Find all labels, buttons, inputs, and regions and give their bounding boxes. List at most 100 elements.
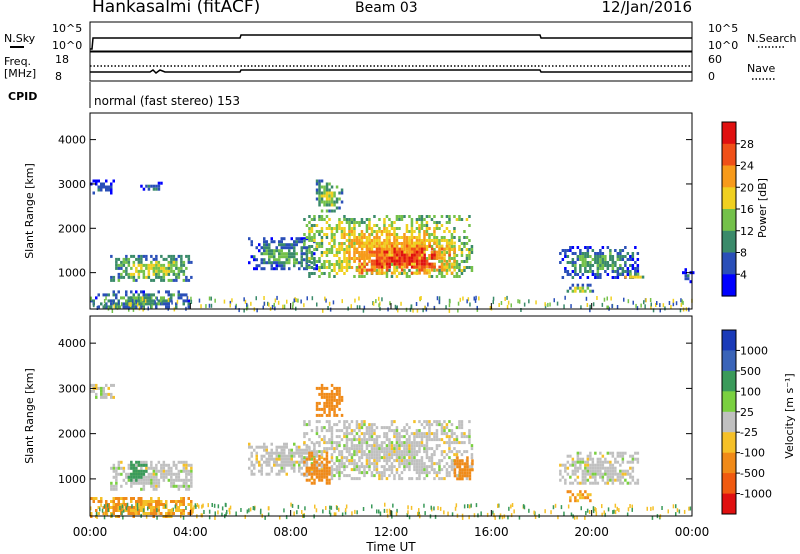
- ground-scatter-cell: [234, 305, 237, 310]
- data-cell: [323, 407, 326, 411]
- data-cell: [348, 218, 351, 221]
- data-cell: [328, 407, 331, 411]
- data-cell: [390, 256, 394, 260]
- data-cell: [283, 255, 286, 259]
- data-cell: [345, 266, 349, 269]
- data-cell: [368, 239, 371, 242]
- ground-scatter-cell: [424, 511, 426, 516]
- data-cell: [117, 290, 120, 294]
- data-cell: [388, 265, 391, 269]
- data-cell: [320, 407, 324, 411]
- data-cell: [413, 465, 416, 469]
- data-cell: [415, 253, 419, 257]
- data-cell: [358, 450, 361, 454]
- data-cell: [315, 179, 319, 183]
- data-cell: [566, 454, 570, 458]
- ground-scatter-cell: [563, 304, 565, 309]
- data-cell: [325, 203, 329, 207]
- data-cell: [596, 466, 600, 470]
- data-cell: [415, 227, 419, 230]
- data-cell: [348, 236, 351, 239]
- data-cell: [288, 463, 291, 467]
- data-cell: [569, 249, 572, 252]
- data-cell: [365, 256, 369, 260]
- data-cell: [323, 194, 326, 198]
- data-cell: [636, 272, 640, 276]
- ground-scatter-cell: [116, 305, 119, 310]
- data-cell: [157, 478, 161, 482]
- data-cell: [275, 246, 278, 250]
- data-cell: [428, 257, 431, 260]
- ground-scatter-cell: [238, 308, 240, 313]
- data-cell: [320, 245, 324, 248]
- data-cell: [283, 454, 286, 458]
- data-cell: [260, 252, 263, 256]
- data-cell: [177, 266, 181, 270]
- data-cell: [564, 463, 567, 467]
- data-cell: [418, 218, 421, 221]
- data-cell: [611, 261, 615, 264]
- data-cell: [614, 270, 617, 273]
- data-cell: [348, 432, 351, 436]
- data-cell: [308, 264, 311, 268]
- data-cell: [609, 478, 612, 482]
- data-cell: [285, 246, 288, 250]
- data-cell: [305, 246, 308, 250]
- data-cell: [355, 420, 359, 424]
- data-cell: [258, 463, 261, 467]
- data-cell: [330, 236, 334, 239]
- data-cell: [425, 257, 429, 260]
- data-cell: [125, 472, 128, 476]
- ground-scatter-cell: [341, 512, 344, 517]
- data-cell: [403, 468, 406, 472]
- data-cell: [330, 477, 334, 481]
- ground-scatter-cell: [554, 503, 557, 508]
- data-cell: [624, 478, 627, 482]
- ground-scatter-cell: [273, 302, 275, 307]
- data-cell: [619, 252, 622, 255]
- data-cell: [338, 398, 341, 402]
- ground-scatter-cell: [240, 508, 242, 512]
- data-cell: [157, 260, 161, 264]
- data-cell: [443, 230, 446, 233]
- data-cell: [190, 275, 193, 279]
- data-cell: [130, 475, 133, 479]
- data-cell: [313, 272, 316, 275]
- data-cell: [634, 267, 637, 270]
- data-cell: [445, 215, 449, 218]
- data-cell: [418, 250, 421, 254]
- data-cell: [368, 241, 371, 245]
- data-cell: [403, 465, 406, 469]
- data-cell: [586, 264, 590, 267]
- data-cell: [413, 432, 416, 436]
- data-cell: [619, 255, 622, 258]
- data-cell: [420, 471, 424, 475]
- data-cell: [325, 463, 329, 467]
- data-cell: [410, 265, 414, 269]
- data-cell: [435, 444, 439, 448]
- data-cell: [616, 454, 620, 458]
- data-cell: [455, 263, 459, 266]
- data-cell: [393, 233, 396, 236]
- data-cell: [611, 267, 615, 270]
- data-cell: [328, 182, 331, 186]
- data-cell: [586, 261, 590, 264]
- data-cell: [634, 272, 637, 276]
- data-cell: [248, 237, 251, 241]
- data-cell: [127, 466, 131, 470]
- data-cell: [609, 466, 612, 470]
- data-cell: [398, 265, 401, 269]
- ground-scatter-cell: [447, 511, 449, 516]
- ground-scatter-cell: [208, 515, 211, 520]
- data-cell: [619, 472, 622, 476]
- vel-colorbar-segment: [722, 473, 736, 494]
- data-cell: [468, 420, 471, 424]
- data-cell: [385, 230, 389, 233]
- data-cell: [370, 438, 374, 442]
- data-cell: [584, 289, 587, 293]
- data-cell: [165, 512, 168, 515]
- data-cell: [438, 272, 441, 275]
- data-cell: [586, 469, 590, 473]
- data-cell: [461, 474, 464, 478]
- data-cell: [403, 242, 406, 245]
